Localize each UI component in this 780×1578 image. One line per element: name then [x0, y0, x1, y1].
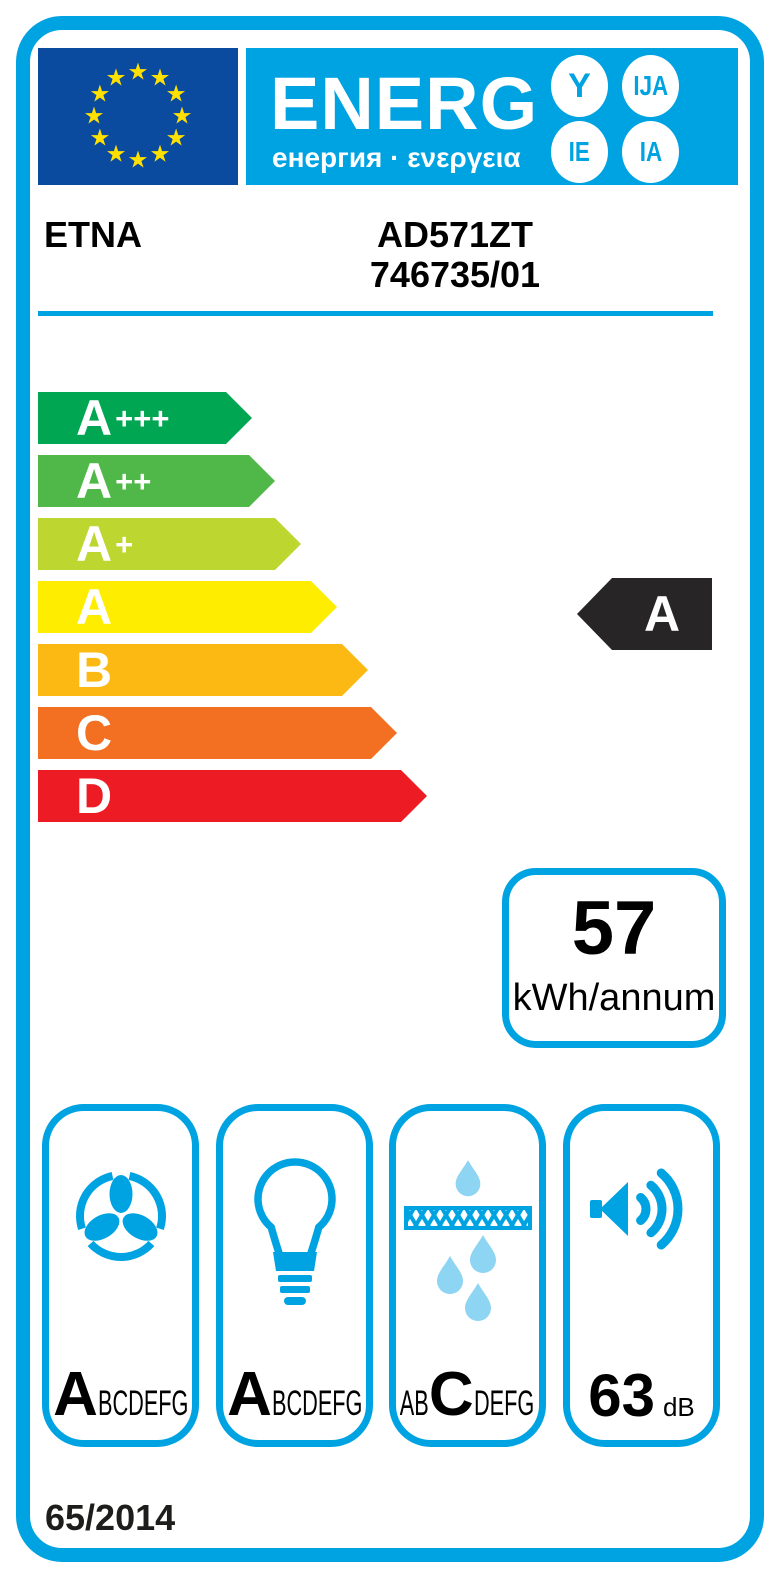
- grease-filter-box: ABCDEFG: [389, 1104, 546, 1447]
- rating-bar-a-plus: A +: [38, 518, 301, 570]
- lighting-grade: ABCDEFG: [227, 1360, 363, 1429]
- language-badge-ia: IA: [622, 121, 679, 183]
- energ-logo-text: ENERG: [270, 62, 539, 145]
- energ-logo: ENERG енергия · ενεργεια Y IJA IE IA: [246, 48, 738, 185]
- rating-bar-a: A: [38, 581, 337, 633]
- rating-bar-d: D: [38, 770, 427, 822]
- lighting-efficiency-box: ABCDEFG: [216, 1104, 373, 1447]
- energy-consumption-unit: kWh/annum: [512, 977, 716, 1019]
- header-separator-line: [38, 311, 713, 316]
- noise-value: 63: [588, 1362, 655, 1429]
- bulb-icon: [253, 1158, 336, 1305]
- rating-bar-a-plus3: A +++: [38, 392, 252, 444]
- eu-flag: [38, 48, 238, 185]
- brand-name: ETNA: [44, 214, 142, 255]
- energy-consumption-box: 57 kWh/annum: [502, 868, 726, 1048]
- fan-icon: [75, 1171, 166, 1261]
- model-line2: 746735/01: [369, 254, 541, 295]
- current-rating-letter: A: [643, 586, 681, 642]
- model-identifier: AD571ZT 746735/01: [250, 215, 660, 295]
- energ-logo-subtext: енергия · ενεργεια: [272, 142, 521, 173]
- speaker-waves-icon: [589, 1168, 682, 1250]
- fan-efficiency-box: ABCDEFG: [42, 1104, 199, 1447]
- energy-consumption-value: 57: [571, 886, 657, 971]
- rating-bar-c: C: [38, 707, 397, 759]
- language-badge-y: Y: [551, 55, 608, 117]
- grease-filter-grade: ABCDEFG: [399, 1360, 534, 1429]
- noise-unit: dB: [662, 1392, 695, 1422]
- fan-grade: ABCDEFG: [53, 1360, 189, 1429]
- eu-flag-icon: [38, 48, 238, 185]
- model-line1: AD571ZT: [376, 214, 534, 255]
- grease-filter-icon: [403, 1160, 532, 1321]
- language-badge-ija: IJA: [622, 55, 679, 117]
- rating-bar-b: B: [38, 644, 368, 696]
- regulation-number: 65/2014: [45, 1497, 176, 1538]
- language-badge-ie: IE: [551, 121, 608, 183]
- noise-level-box: 63 dB: [563, 1104, 720, 1447]
- rating-bar-a-plus2: A ++: [38, 455, 275, 507]
- noise-value-row: 63 dB: [570, 1366, 713, 1426]
